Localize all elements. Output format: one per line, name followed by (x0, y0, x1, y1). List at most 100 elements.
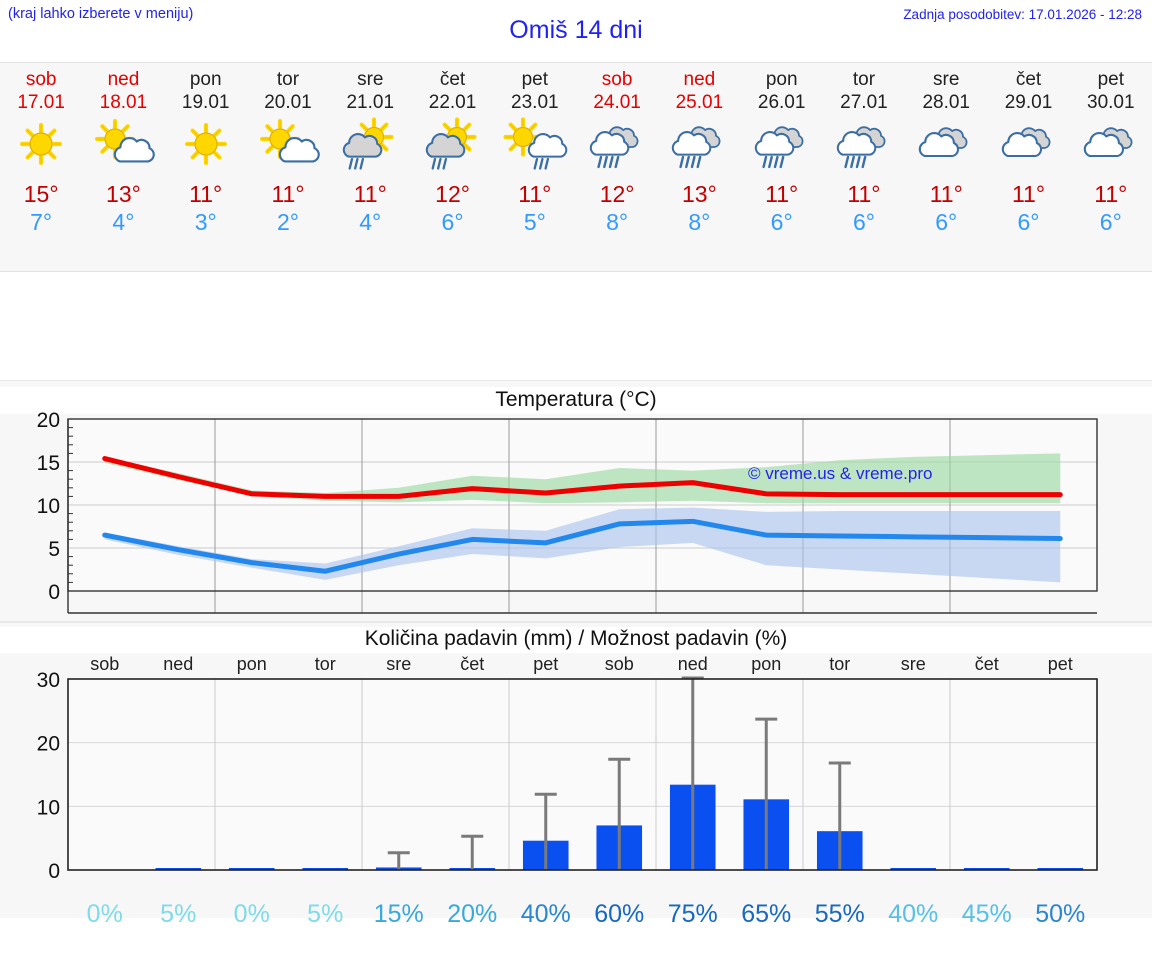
cloud-rain-icon (581, 117, 653, 175)
forecast-day-column: sre 28.01 11° 6° (905, 63, 987, 271)
day-name: pet (1097, 69, 1124, 90)
precipitation-probability: 40% (888, 900, 939, 928)
sun-cloud-rain-icon (334, 117, 406, 175)
day-date: 27.01 (840, 92, 888, 113)
svg-text:15: 15 (37, 452, 60, 475)
sun-cloud-rain-r-icon (499, 117, 571, 175)
day-temp-min: 6° (1017, 209, 1040, 235)
cloudy-icon (1075, 117, 1147, 175)
day-temp-min: 4° (112, 209, 135, 235)
precipitation-day-label: ned (677, 654, 708, 674)
day-temp-max: 11° (518, 181, 552, 207)
precipitation-day-label: tor (829, 654, 851, 674)
precipitation-day-label: pon (236, 654, 267, 674)
day-temp-min: 6° (935, 209, 958, 235)
cloud-rain-icon (746, 117, 818, 175)
copyright-label: © vreme.us & vreme.pro (748, 464, 933, 483)
precipitation-panel: Količina padavin (mm) / Možnost padavin … (0, 622, 1152, 918)
day-temp-min: 6° (441, 209, 464, 235)
precipitation-probability: 40% (520, 900, 571, 928)
svg-text:0: 0 (48, 860, 60, 883)
svg-text:10: 10 (37, 495, 60, 518)
day-name: pon (765, 69, 798, 90)
day-temp-max: 11° (847, 181, 881, 207)
spacer (0, 272, 1152, 380)
forecast-day-column: pet 30.01 11° 6° (1070, 63, 1152, 271)
precipitation-day-label: pet (533, 654, 559, 674)
precipitation-day-labels: sob ned pon tor sre čet pet sob ned pon tor sre čet p… (68, 654, 1097, 675)
precipitation-day-label: čet (460, 654, 485, 674)
last-updated: Zadnja posodobitev: 17.01.2026 - 12:28 (903, 7, 1142, 22)
forecast-day-column: tor 20.01 11° 2° (247, 63, 329, 271)
precipitation-day-label: sob (90, 654, 120, 674)
precipitation-day-label: pon (751, 654, 782, 674)
cloudy-icon (910, 117, 982, 175)
forecast-day-column: sob 24.01 12° 8° (576, 63, 658, 271)
day-temp-min: 6° (852, 209, 875, 235)
forecast-strip: sob 17.01 15° 7° ned 18.01 13° 4° pon 19.01 11° 3° t… (0, 62, 1152, 272)
precipitation-probability: 15% (373, 900, 424, 928)
day-name: ned (107, 69, 140, 90)
day-temp-max: 15° (23, 181, 59, 207)
cloud-rain-icon (828, 117, 900, 175)
precipitation-probability: 45% (961, 900, 1012, 928)
day-temp-min: 2° (276, 209, 299, 235)
cloudy-icon (993, 117, 1065, 175)
day-date: 28.01 (922, 92, 970, 113)
precipitation-probability: 5% (307, 900, 344, 928)
day-date: 17.01 (17, 92, 65, 113)
precipitation-probability: 50% (1035, 900, 1086, 928)
precipitation-day-label: čet (974, 654, 999, 674)
svg-text:0: 0 (48, 581, 60, 604)
temperature-chart-title: Temperatura (°C) (0, 387, 1152, 414)
day-name: pet (521, 69, 549, 90)
day-temp-max: 11° (765, 181, 799, 207)
day-name: čet (439, 69, 466, 90)
day-date: 19.01 (181, 92, 230, 113)
day-date: 25.01 (675, 92, 724, 113)
forecast-day-column: ned 18.01 13° 4° (82, 63, 164, 271)
day-temp-max: 12° (599, 181, 635, 207)
day-temp-min: 8° (688, 209, 711, 235)
precipitation-day-label: tor (314, 654, 336, 674)
svg-text:30: 30 (37, 669, 60, 692)
precipitation-probability: 0% (86, 900, 123, 928)
day-temp-min: 4° (359, 209, 382, 235)
precipitation-probability: 0% (233, 900, 270, 928)
day-date: 23.01 (511, 92, 559, 113)
precipitation-probability: 5% (160, 900, 197, 928)
menu-hint: (kraj lahko izberete v meniju) (8, 6, 194, 22)
day-temp-max: 13° (682, 181, 717, 207)
sunny-icon (170, 117, 242, 175)
day-temp-max: 11° (1011, 181, 1046, 207)
svg-text:10: 10 (37, 796, 60, 819)
day-temp-max: 13° (106, 181, 141, 207)
cloud-rain-icon (663, 117, 735, 175)
forecast-day-column: sre 21.01 11° 4° (329, 63, 411, 271)
day-date: 29.01 (1004, 92, 1053, 113)
day-name: sob (601, 69, 633, 90)
day-name: pon (189, 69, 222, 90)
page-header: (kraj lahko izberete v meniju) Omiš 14 d… (0, 0, 1152, 62)
day-name: tor (852, 69, 876, 90)
precipitation-day-label: sob (604, 654, 634, 674)
precipitation-probability: 55% (814, 900, 865, 928)
precipitation-chart: 0 10 20 30 (37, 669, 1098, 883)
precipitation-day-label: sre (900, 654, 926, 674)
forecast-day-column: čet 22.01 12° 6° (411, 63, 493, 271)
forecast-day-column: čet 29.01 11° 6° (987, 63, 1069, 271)
day-temp-max: 11° (271, 181, 305, 207)
svg-text:20: 20 (37, 409, 60, 432)
day-name: ned (683, 69, 716, 90)
day-date: 24.01 (593, 92, 641, 113)
day-name: sre (933, 69, 960, 90)
forecast-day-column: ned 25.01 13° 8° (658, 63, 740, 271)
day-temp-min: 3° (194, 209, 217, 235)
day-temp-max: 11° (1094, 181, 1128, 207)
precipitation-day-label: sre (386, 654, 412, 674)
day-temp-max: 11° (353, 181, 387, 207)
precipitation-chart-title: Količina padavin (mm) / Možnost padavin … (0, 627, 1152, 653)
day-date: 26.01 (757, 92, 806, 113)
day-temp-min: 8° (606, 209, 629, 235)
day-temp-max: 12° (435, 181, 470, 207)
